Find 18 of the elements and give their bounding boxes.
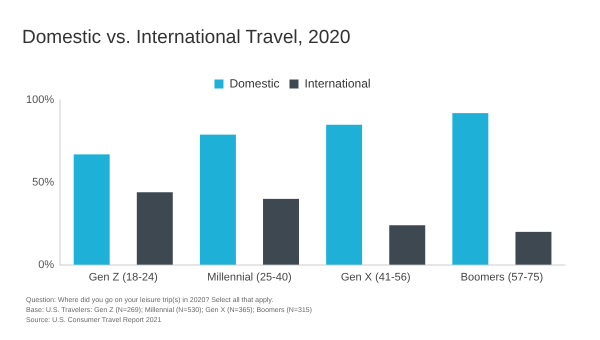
bar: [136, 192, 173, 265]
x-tick-label: Boomers (57-75): [460, 271, 544, 284]
bar: [452, 113, 488, 265]
bar: [200, 134, 236, 265]
bar: [515, 232, 552, 265]
legend-label: International: [304, 76, 371, 90]
legend-label: Domestic: [229, 76, 280, 90]
bar: [326, 124, 362, 265]
bar: [74, 154, 110, 265]
bar: [263, 198, 299, 265]
bar: [389, 225, 426, 265]
x-tick-label: Millennial (25-40): [207, 271, 292, 284]
y-tick-label: 0%: [38, 258, 54, 271]
y-tick-label: 100%: [26, 94, 54, 106]
x-tick-label: Gen X (41-56): [340, 271, 411, 284]
y-tick-label: 50%: [32, 176, 54, 188]
x-tick-label: Gen Z (18-24): [88, 271, 158, 284]
chart-title: Domestic vs. International Travel, 2020: [22, 27, 350, 49]
